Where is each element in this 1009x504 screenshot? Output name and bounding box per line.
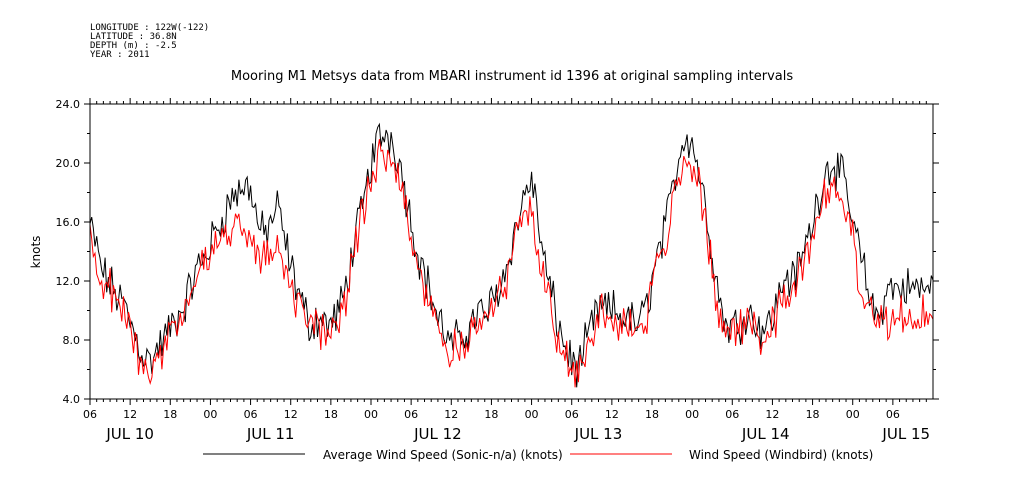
day-label: JUL 12 (413, 425, 462, 443)
y-axis-label: knots (29, 236, 43, 269)
x-tick-label: 06 (404, 408, 418, 421)
depth-text: DEPTH (m) : -2.5 (90, 41, 177, 51)
x-tick-label: 18 (484, 408, 498, 421)
x-tick-label: 12 (765, 408, 779, 421)
x-tick-label: 06 (886, 408, 900, 421)
chart-title: Mooring M1 Metsys data from MBARI instru… (231, 69, 793, 84)
series-windbird-speed-line (89, 139, 934, 388)
x-tick-label: 18 (163, 408, 177, 421)
x-tick-label: 12 (123, 408, 137, 421)
x-tick-label: 12 (444, 408, 458, 421)
x-tick-label: 00 (525, 408, 539, 421)
y-tick-label: 20.0 (56, 157, 81, 170)
x-tick-label: 12 (284, 408, 298, 421)
day-label: JUL 10 (105, 425, 154, 443)
axes-layer: 4.0 8.0 12.0 16.0 20.0 24.0 06 12 18 00 06 12 18 00 06… (56, 98, 939, 443)
y-tick-label: 4.0 (63, 393, 81, 406)
x-tick-label: 00 (685, 408, 699, 421)
series-average-wind-speed-line (89, 122, 934, 388)
series-layer (89, 122, 934, 388)
legend: Average Wind Speed (Sonic-n/a) (knots) W… (203, 448, 873, 462)
x-tick-label: 12 (605, 408, 619, 421)
y-tick-label: 24.0 (56, 98, 81, 111)
plot-frame (89, 103, 934, 400)
x-tick-label: 18 (645, 408, 659, 421)
year-text: YEAR : 2011 (90, 50, 150, 60)
legend-label-average-wind: Average Wind Speed (Sonic-n/a) (knots) (323, 448, 563, 462)
x-tick-label: 18 (324, 408, 338, 421)
day-label: JUL 11 (246, 425, 295, 443)
y-tick-label: 8.0 (63, 334, 81, 347)
y-tick-label: 16.0 (56, 216, 81, 229)
x-tick-label: 06 (725, 408, 739, 421)
x-tick-label: 06 (244, 408, 258, 421)
x-tick-label: 00 (846, 408, 860, 421)
x-tick-label: 06 (565, 408, 579, 421)
latitude-text: LATITUDE : 36.8N (90, 32, 177, 42)
longitude-text: LONGITUDE : 122W(-122) (90, 23, 209, 33)
x-tick-label: 00 (203, 408, 217, 421)
day-label: JUL 13 (574, 425, 623, 443)
x-tick-label: 06 (83, 408, 97, 421)
x-tick-label: 18 (806, 408, 820, 421)
day-label: JUL 15 (881, 425, 930, 443)
y-tick-label: 12.0 (56, 275, 81, 288)
metadata-header: LONGITUDE : 122W(-122) LATITUDE : 36.8N … (90, 23, 209, 60)
x-tick-label: 00 (364, 408, 378, 421)
day-label: JUL 14 (741, 425, 790, 443)
legend-label-windbird: Wind Speed (Windbird) (knots) (689, 448, 873, 462)
